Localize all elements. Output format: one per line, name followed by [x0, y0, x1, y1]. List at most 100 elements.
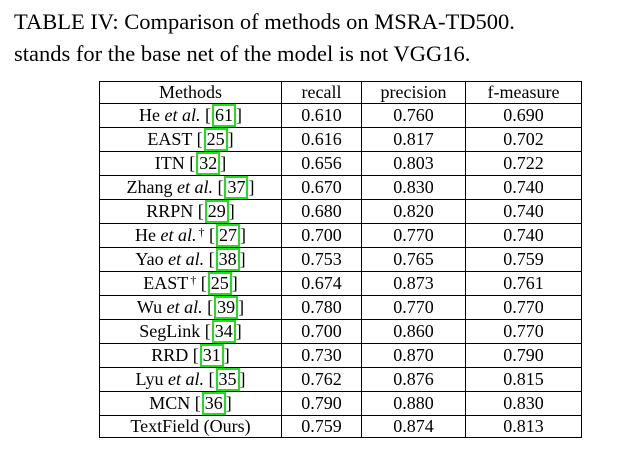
et-al-text: et al.: [176, 177, 213, 197]
method-cell: ITN [32]: [99, 151, 282, 176]
table-row: Wu et al. [39] 0.780 0.770 0.770: [99, 295, 582, 320]
method-name: EAST: [147, 129, 193, 149]
citation[interactable]: [37]: [217, 176, 255, 199]
precision-cell: 0.770: [361, 295, 466, 320]
method-cell: RRPN [29]: [99, 199, 282, 224]
precision-cell: 0.880: [361, 391, 466, 416]
f-measure-cell: 0.790: [465, 343, 582, 368]
f-measure-cell: 0.761: [465, 271, 582, 296]
recall-cell: 0.762: [281, 367, 362, 392]
recall-cell: 0.680: [281, 199, 362, 224]
recall-cell: 0.730: [281, 343, 362, 368]
citation-link[interactable]: 38: [215, 248, 240, 271]
precision-cell: 0.860: [361, 319, 466, 344]
method-cell: EAST [25]: [99, 127, 282, 152]
method-name: He: [135, 225, 156, 245]
dagger-mark: †: [190, 273, 197, 287]
recall-cell: 0.700: [281, 223, 362, 248]
et-al-text: et al.: [164, 105, 201, 125]
citation[interactable]: [25]: [200, 272, 238, 295]
method-cell: RRD [31]: [99, 343, 282, 368]
recall-cell: 0.616: [281, 127, 362, 152]
precision-cell: 0.817: [361, 127, 466, 152]
precision-cell: 0.830: [361, 175, 466, 200]
recall-cell: 0.674: [281, 271, 362, 296]
citation-link[interactable]: 61: [212, 104, 236, 127]
citation-link[interactable]: 25: [207, 272, 232, 295]
method-name: ITN: [154, 153, 185, 173]
method-cell: He et al. [61]: [99, 103, 282, 128]
f-measure-cell: 0.740: [465, 175, 582, 200]
method-name: MCN: [149, 393, 191, 413]
et-al-text: et al.: [166, 297, 203, 317]
table-row: Yao et al. [38] 0.753 0.765 0.759: [99, 247, 582, 272]
table-row: Zhang et al. [37] 0.670 0.830 0.740: [99, 175, 582, 200]
citation-link[interactable]: 37: [224, 176, 249, 199]
method-name: Yao: [135, 249, 164, 269]
citation[interactable]: [25]: [196, 128, 234, 151]
f-measure-cell: 0.813: [465, 415, 582, 438]
header-recall: recall: [281, 81, 362, 104]
precision-cell: 0.873: [361, 271, 466, 296]
method-cell: SegLink [34]: [99, 319, 282, 344]
method-name: RRD: [151, 345, 189, 365]
citation[interactable]: [29]: [197, 200, 235, 223]
f-measure-cell: 0.770: [465, 319, 582, 344]
precision-cell: 0.820: [361, 199, 466, 224]
citation[interactable]: [34]: [204, 320, 242, 343]
method-cell: Yao et al. [38]: [99, 247, 282, 272]
citation-link[interactable]: 27: [216, 224, 240, 247]
citation-link[interactable]: 35: [215, 368, 240, 391]
method-name: Zhang: [126, 177, 173, 197]
et-al-text: et al.: [160, 225, 197, 245]
table-caption: TABLE IV: Comparison of methods on MSRA-…: [14, 6, 624, 70]
header-precision: precision: [361, 81, 466, 104]
table-row: RRD [31] 0.730 0.870 0.790: [99, 343, 582, 368]
citation[interactable]: [32]: [189, 152, 227, 175]
citation[interactable]: [31]: [192, 344, 230, 367]
results-table: Methods recall precision f-measure He et…: [99, 81, 582, 438]
dagger-mark: †: [198, 225, 205, 239]
method-cell: Lyu et al. [35]: [99, 367, 282, 392]
citation-link[interactable]: 36: [201, 392, 226, 415]
precision-cell: 0.874: [361, 415, 466, 438]
f-measure-cell: 0.770: [465, 295, 582, 320]
citation-link[interactable]: 29: [204, 200, 229, 223]
table-row: SegLink [34] 0.700 0.860 0.770: [99, 319, 582, 344]
method-name: EAST: [143, 273, 189, 293]
table-body: He et al. [61] 0.610 0.760 0.690 EAST [25] 0.…: [99, 103, 582, 438]
method-name: RRPN: [146, 201, 194, 221]
caption-line-2: stands for the base net of the model is …: [14, 41, 471, 66]
precision-cell: 0.765: [361, 247, 466, 272]
header-f-measure: f-measure: [465, 81, 582, 104]
et-al-text: et al.: [168, 369, 204, 389]
precision-cell: 0.870: [361, 343, 466, 368]
table-header-row: Methods recall precision f-measure: [99, 81, 582, 104]
citation-link[interactable]: 39: [214, 296, 239, 319]
table-row: He et al. [61] 0.610 0.760 0.690: [99, 103, 582, 128]
precision-cell: 0.803: [361, 151, 466, 176]
citation[interactable]: [35]: [208, 368, 246, 391]
citation-link[interactable]: 25: [203, 128, 228, 151]
citation-link[interactable]: 34: [211, 320, 236, 343]
precision-cell: 0.760: [361, 103, 466, 128]
citation[interactable]: [27]: [209, 224, 246, 247]
et-al-text: et al.: [168, 249, 205, 269]
citation[interactable]: [38]: [208, 248, 246, 271]
method-cell: EAST † [25]: [99, 271, 282, 296]
citation[interactable]: [39]: [207, 296, 245, 319]
citation-link[interactable]: 32: [196, 152, 221, 175]
table-row: Lyu et al. [35] 0.762 0.876 0.815: [99, 367, 582, 392]
table-row: RRPN [29] 0.680 0.820 0.740: [99, 199, 582, 224]
method-name: SegLink: [139, 321, 201, 341]
citation[interactable]: [36]: [194, 392, 232, 415]
f-measure-cell: 0.722: [465, 151, 582, 176]
citation[interactable]: [61]: [205, 104, 242, 127]
f-measure-cell: 0.830: [465, 391, 582, 416]
f-measure-cell: 0.740: [465, 223, 582, 248]
table-row: He et al. † [27] 0.700 0.770 0.740: [99, 223, 582, 248]
recall-cell: 0.753: [281, 247, 362, 272]
citation-link[interactable]: 31: [199, 344, 224, 367]
method-name: Lyu: [135, 369, 164, 389]
method-cell: TextField (Ours): [99, 415, 282, 438]
